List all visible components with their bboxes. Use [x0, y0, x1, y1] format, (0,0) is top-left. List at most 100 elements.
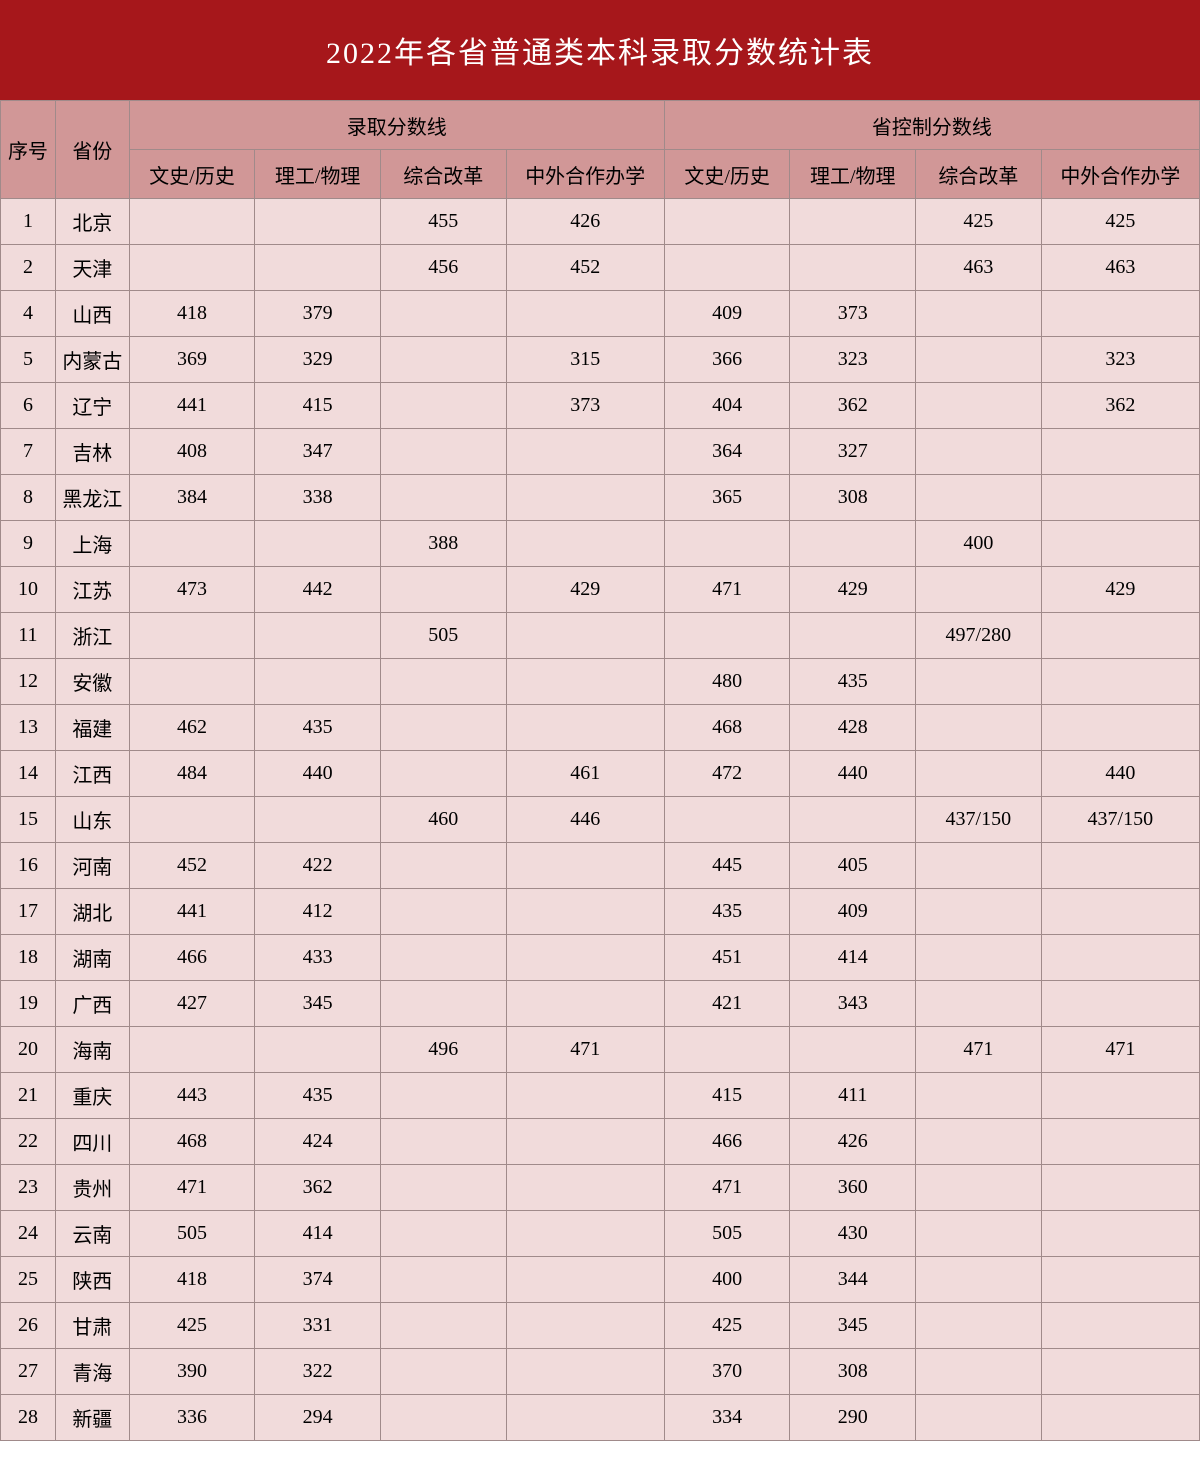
cell: 471	[506, 1027, 664, 1073]
cell: 山东	[55, 797, 129, 843]
cell: 452	[506, 245, 664, 291]
cell: 418	[129, 291, 255, 337]
cell: 442	[255, 567, 381, 613]
cell	[380, 1119, 506, 1165]
page-title: 2022年各省普通类本科录取分数统计表	[0, 0, 1200, 100]
cell	[664, 199, 790, 245]
table-row: 22四川468424466426	[1, 1119, 1200, 1165]
cell: 13	[1, 705, 56, 751]
cell: 344	[790, 1257, 916, 1303]
cell	[506, 429, 664, 475]
cell: 411	[790, 1073, 916, 1119]
cell	[916, 1349, 1042, 1395]
cell: 461	[506, 751, 664, 797]
cell	[916, 429, 1042, 475]
cell	[1041, 429, 1199, 475]
cell: 400	[664, 1257, 790, 1303]
cell: 四川	[55, 1119, 129, 1165]
cell	[380, 935, 506, 981]
table-row: 26甘肃425331425345	[1, 1303, 1200, 1349]
cell: 505	[129, 1211, 255, 1257]
cell	[506, 935, 664, 981]
cell: 440	[790, 751, 916, 797]
cell: 425	[129, 1303, 255, 1349]
cell: 湖北	[55, 889, 129, 935]
cell: 江西	[55, 751, 129, 797]
cell	[380, 705, 506, 751]
cell: 466	[129, 935, 255, 981]
cell	[380, 1349, 506, 1395]
cell: 369	[129, 337, 255, 383]
cell	[916, 1073, 1042, 1119]
header-sub: 综合改革	[380, 150, 506, 199]
cell: 390	[129, 1349, 255, 1395]
cell	[506, 1211, 664, 1257]
cell: 408	[129, 429, 255, 475]
cell: 23	[1, 1165, 56, 1211]
cell: 418	[129, 1257, 255, 1303]
cell: 336	[129, 1395, 255, 1441]
cell: 329	[255, 337, 381, 383]
cell: 437/150	[1041, 797, 1199, 843]
cell: 430	[790, 1211, 916, 1257]
cell: 451	[664, 935, 790, 981]
cell: 10	[1, 567, 56, 613]
cell: 468	[129, 1119, 255, 1165]
cell: 471	[664, 1165, 790, 1211]
cell	[664, 245, 790, 291]
cell	[380, 429, 506, 475]
cell	[790, 1027, 916, 1073]
cell: 12	[1, 659, 56, 705]
table-row: 27青海390322370308	[1, 1349, 1200, 1395]
cell	[1041, 1211, 1199, 1257]
cell: 415	[255, 383, 381, 429]
cell: 海南	[55, 1027, 129, 1073]
cell	[916, 1211, 1042, 1257]
scores-table: 序号 省份 录取分数线 省控制分数线 文史/历史 理工/物理 综合改革 中外合作…	[0, 100, 1200, 1441]
cell	[1041, 843, 1199, 889]
cell: 422	[255, 843, 381, 889]
cell	[916, 705, 1042, 751]
cell: 421	[664, 981, 790, 1027]
cell	[506, 475, 664, 521]
cell	[506, 843, 664, 889]
cell: 425	[664, 1303, 790, 1349]
header-control: 省控制分数线	[664, 101, 1199, 150]
cell	[129, 613, 255, 659]
cell: 400	[916, 521, 1042, 567]
header-sub: 中外合作办学	[506, 150, 664, 199]
table-row: 9上海388400	[1, 521, 1200, 567]
cell: 409	[790, 889, 916, 935]
cell: 290	[790, 1395, 916, 1441]
cell: 362	[255, 1165, 381, 1211]
cell: 安徽	[55, 659, 129, 705]
cell: 重庆	[55, 1073, 129, 1119]
cell: 460	[380, 797, 506, 843]
cell: 373	[506, 383, 664, 429]
cell: 364	[664, 429, 790, 475]
cell	[506, 889, 664, 935]
cell	[255, 245, 381, 291]
cell: 414	[790, 935, 916, 981]
cell	[916, 1119, 1042, 1165]
cell: 345	[255, 981, 381, 1027]
cell: 374	[255, 1257, 381, 1303]
cell: 471	[1041, 1027, 1199, 1073]
cell: 343	[790, 981, 916, 1027]
cell	[916, 383, 1042, 429]
cell	[255, 199, 381, 245]
cell	[506, 705, 664, 751]
cell	[1041, 1073, 1199, 1119]
table-row: 11浙江505497/280	[1, 613, 1200, 659]
cell: 435	[790, 659, 916, 705]
cell: 370	[664, 1349, 790, 1395]
cell: 433	[255, 935, 381, 981]
cell: 334	[664, 1395, 790, 1441]
cell	[380, 751, 506, 797]
cell: 435	[255, 1073, 381, 1119]
cell: 323	[1041, 337, 1199, 383]
cell	[129, 1027, 255, 1073]
cell: 471	[129, 1165, 255, 1211]
cell: 19	[1, 981, 56, 1027]
cell	[790, 521, 916, 567]
